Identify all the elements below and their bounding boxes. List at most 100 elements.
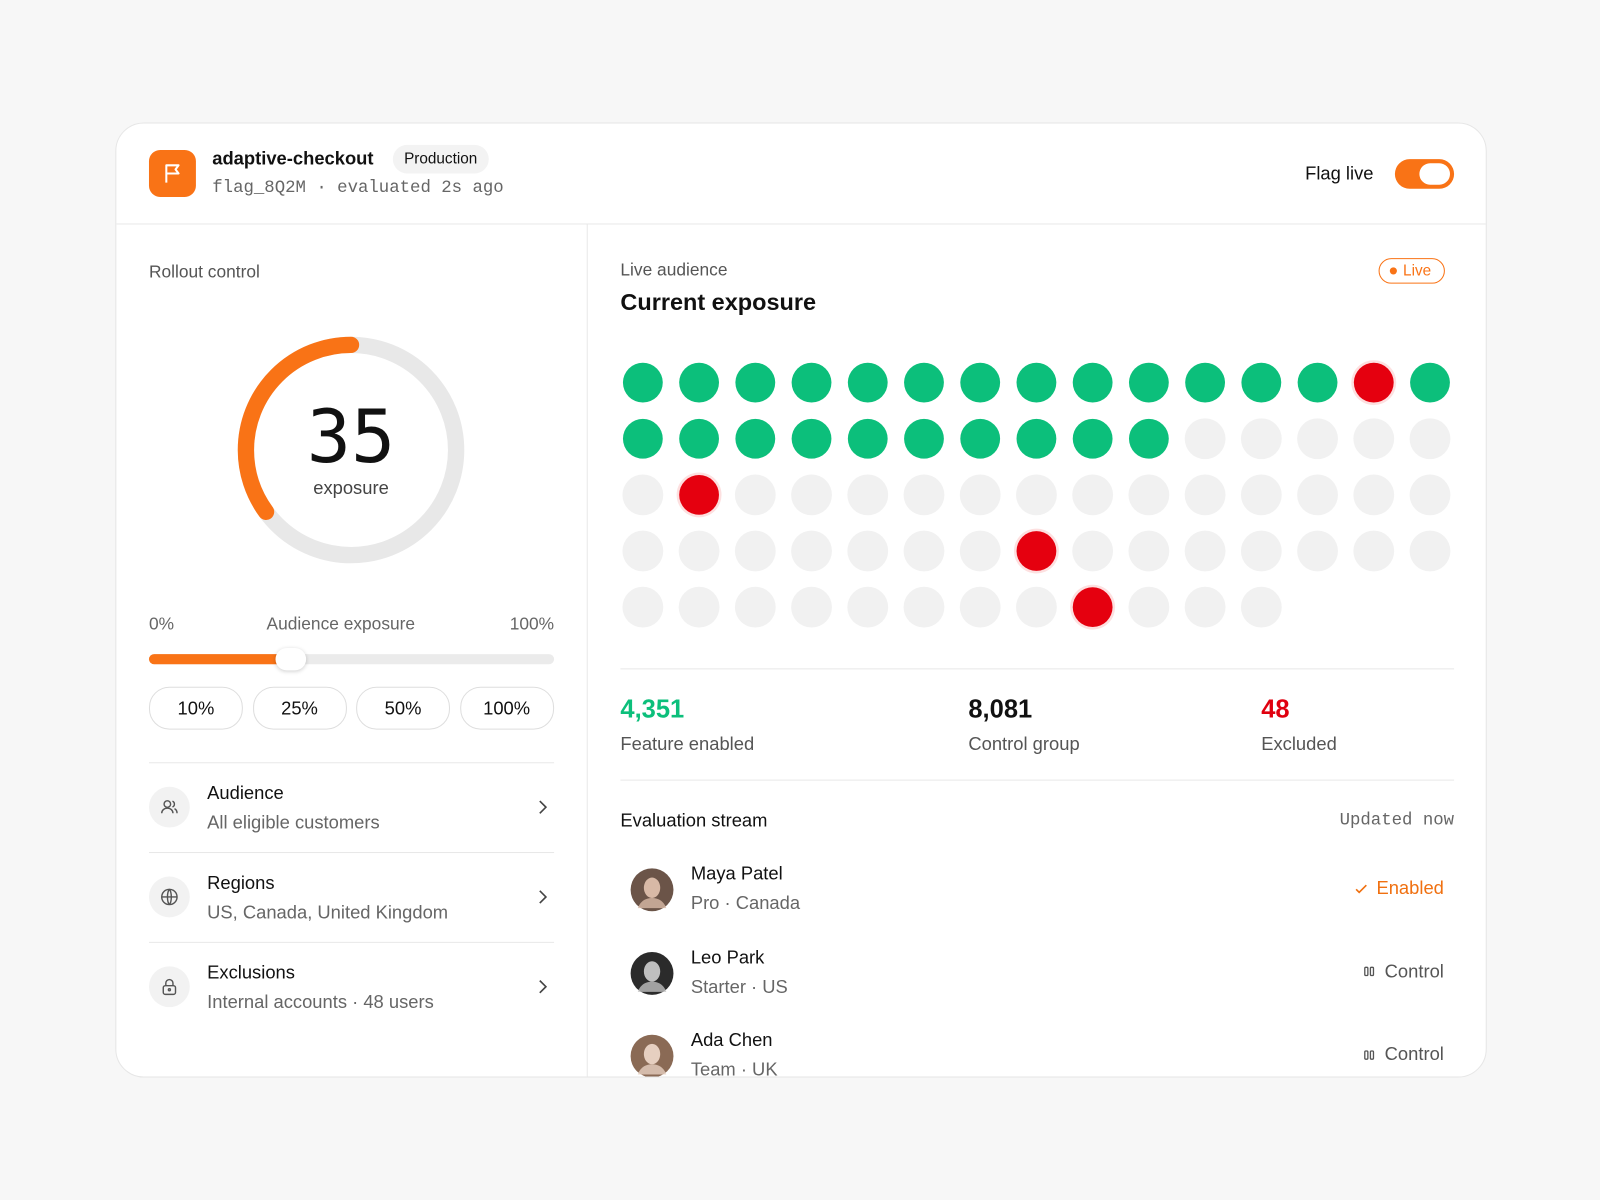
dot-enabled (1297, 362, 1338, 403)
dot-idle (1184, 418, 1226, 460)
chevron-path (539, 890, 548, 904)
dot-idle (959, 530, 1001, 572)
row-subtitle: Internal accounts · 48 users (207, 991, 434, 1013)
audience-title: Current exposure (620, 288, 817, 316)
control-icon (1364, 966, 1375, 977)
avatar-face (643, 877, 661, 898)
stream-status: Enabled (1240, 878, 1444, 899)
stat-label: Excluded (1261, 733, 1337, 755)
live-text: Live (1403, 262, 1432, 280)
avatar-body (637, 1064, 667, 1075)
row-divider (148, 941, 555, 943)
stat-label: Control group (968, 733, 1080, 755)
dot-enabled (1072, 362, 1113, 403)
dot-excluded (1353, 362, 1394, 403)
status-text: Enabled (1376, 877, 1444, 898)
gauge-label: exposure (313, 477, 389, 498)
bar-b (1369, 966, 1375, 977)
dot-idle (1240, 586, 1282, 628)
dot-idle (903, 586, 945, 628)
row-glyph (162, 978, 177, 996)
dot-idle (1128, 586, 1170, 628)
dot-enabled (1016, 418, 1057, 459)
audience-eyebrow: Live audience (620, 260, 728, 280)
control-icon (1364, 1049, 1375, 1060)
dot-idle (1409, 474, 1451, 516)
row-divider (148, 762, 555, 764)
avatar (630, 1034, 674, 1077)
dot-enabled (622, 362, 663, 403)
preset-button[interactable]: 25% (252, 686, 347, 730)
stream-detail: Team · UK (690, 1059, 778, 1078)
dot-idle (959, 586, 1001, 628)
toggle-label: Flag live (1305, 163, 1374, 184)
preset-button[interactable]: 50% (356, 686, 450, 730)
dot-idle (1184, 530, 1226, 572)
setting-row[interactable]: Regions US, Canada, United Kingdom (148, 853, 554, 941)
flag-card: adaptive-checkout Production flag_8Q2M ·… (115, 122, 1487, 1078)
dot-idle (1072, 530, 1114, 572)
stream-name: Leo Park (690, 946, 765, 967)
row-icon (148, 966, 190, 1008)
dot-idle (847, 474, 889, 516)
dot-enabled (960, 418, 1001, 459)
row-glyph (161, 888, 178, 906)
dot-idle (1072, 474, 1114, 516)
setting-row[interactable]: Audience All eligible customers (148, 763, 554, 851)
row-title: Exclusions (207, 962, 295, 983)
stream-updated: Updated now (1339, 811, 1455, 831)
dot-idle (1016, 474, 1057, 516)
dot-idle (734, 474, 776, 516)
dot-enabled (847, 362, 888, 403)
header-divider (116, 223, 1486, 225)
row-title: Regions (207, 872, 275, 893)
gauge-value: 35 (306, 393, 396, 480)
avatar (630, 868, 674, 912)
dot-enabled (1016, 362, 1057, 403)
rollout-title: Rollout control (148, 262, 260, 282)
preset-button[interactable]: 10% (148, 686, 243, 730)
toggle-knob (1419, 163, 1450, 185)
flag-title: adaptive-checkout (212, 147, 374, 169)
panel-divider (586, 223, 588, 1077)
dot-idle (903, 474, 945, 516)
dot-enabled (1241, 362, 1282, 403)
preset-button[interactable]: 100% (459, 686, 554, 730)
dot-idle (1240, 418, 1282, 460)
dot-enabled (679, 362, 719, 403)
avatar-body (637, 897, 667, 909)
row-chevron (539, 980, 548, 994)
stream-detail: Starter · US (690, 976, 788, 997)
dot-excluded (1016, 531, 1057, 571)
slider-track[interactable] (148, 647, 555, 671)
flag-glyph (165, 164, 180, 183)
live-toggle[interactable] (1394, 159, 1455, 189)
dot-idle (847, 530, 889, 572)
chevron-path (539, 800, 548, 814)
dot-idle (1353, 418, 1395, 460)
dot-enabled (735, 418, 776, 459)
row-title: Audience (207, 782, 284, 804)
dot-enabled (735, 362, 776, 403)
dot-enabled (1410, 362, 1450, 403)
bar-b (1369, 1049, 1375, 1060)
stat-label: Feature enabled (620, 733, 755, 755)
dot-idle (847, 586, 889, 628)
dot-enabled (847, 418, 888, 459)
stream-name: Ada Chen (690, 1029, 773, 1050)
dot-idle (1128, 474, 1170, 516)
dot-excluded (1072, 587, 1113, 628)
slider-fill (148, 654, 291, 665)
slider-thumb[interactable] (275, 647, 307, 671)
dot-idle (734, 530, 776, 572)
stat-value: 8,081 (968, 694, 1033, 724)
dot-idle (1353, 530, 1395, 572)
avatar-face (643, 1043, 661, 1065)
row-subtitle: All eligible customers (207, 812, 380, 833)
slider-min: 0% (148, 614, 175, 634)
env-badge: Production (392, 144, 489, 174)
row-divider (148, 852, 555, 854)
stats-bottom-divider (620, 779, 1455, 781)
setting-row[interactable]: Exclusions Internal accounts · 48 users (148, 943, 554, 1031)
